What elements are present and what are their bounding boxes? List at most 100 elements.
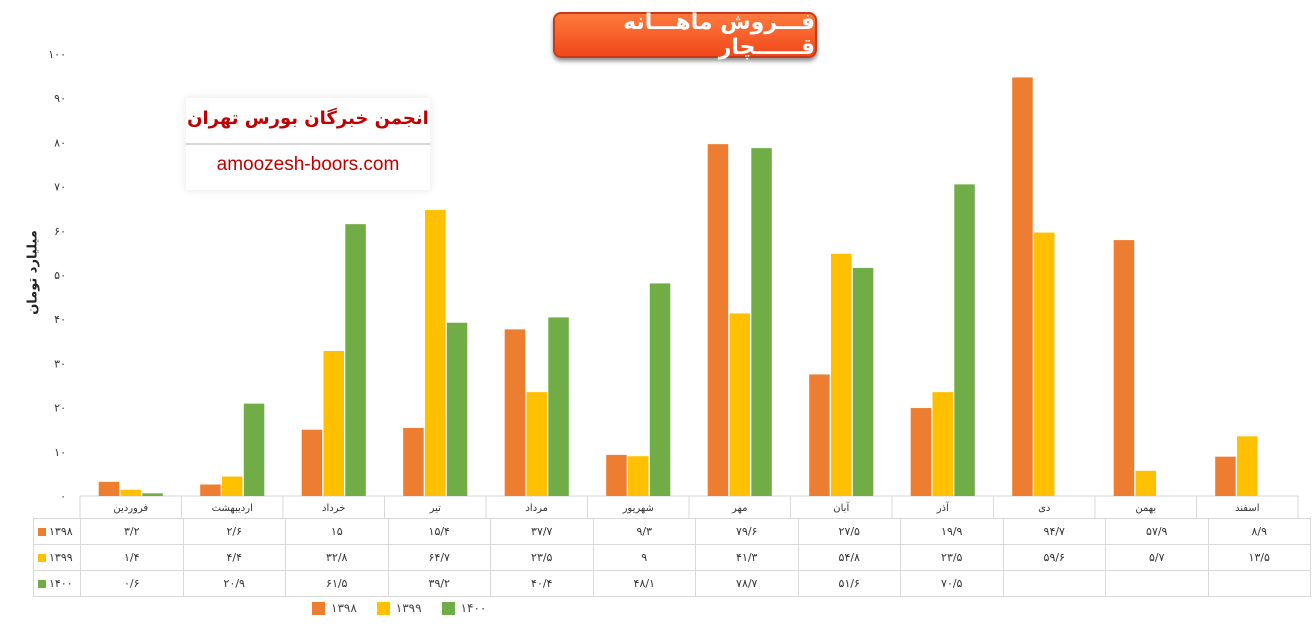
series-swatch	[38, 528, 46, 536]
table-cell: ۵۷/۹	[1105, 518, 1209, 545]
category-label: بهمن	[1135, 503, 1156, 514]
y-tick-label: ۵۰	[54, 269, 66, 282]
table-cell: ۳۷/۷	[490, 518, 594, 545]
y-tick-label: ۱۰۰	[48, 48, 66, 61]
bar	[403, 427, 424, 496]
legend-swatch	[376, 601, 390, 615]
table-cell: ۶۱/۵	[285, 570, 389, 597]
table-cell: ۹	[592, 544, 696, 571]
table-cell: ۷۹/۶	[695, 518, 799, 545]
bar	[243, 403, 265, 496]
bar	[751, 148, 772, 496]
series-name: ۱۴۰۰	[49, 577, 73, 590]
chart-title-badge: فـــروش ماهـــانه قــــــچار	[553, 10, 817, 60]
category-label: خرداد	[322, 503, 345, 514]
table-cell: ۹/۳	[592, 518, 696, 545]
bar	[707, 144, 729, 496]
bar	[649, 283, 671, 496]
table-cell: ۲/۶	[182, 518, 286, 545]
legend-label: ۱۴۰۰	[460, 601, 487, 615]
bar	[425, 210, 446, 496]
legend-label: ۱۳۹۸	[331, 601, 357, 615]
bar	[1012, 77, 1033, 497]
bar	[628, 456, 649, 496]
table-cell: ۲۳/۵	[490, 544, 594, 571]
bar	[831, 253, 852, 496]
table-cell: ۵/۷	[1105, 544, 1209, 571]
table-cell: ۲۰/۹	[182, 570, 286, 597]
y-tick-label: ۴۰	[54, 313, 66, 326]
table-cell	[1002, 570, 1106, 597]
table-cell: ۴۱/۳	[695, 544, 799, 571]
legend-label: ۱۳۹۹	[395, 601, 422, 615]
table-cell: ۲۳/۵	[900, 544, 1004, 571]
table-cell: ۱۹/۹	[900, 518, 1004, 545]
table-cell: ۱/۴	[80, 544, 184, 571]
table-row-header: ۱۳۹۸	[33, 518, 81, 545]
bar	[1135, 470, 1156, 496]
category-label: اردیبهشت	[212, 503, 253, 514]
table-row: ۱۳۹۹ ۱/۴ ۴/۴ ۳۲/۸ ۶۴/۷ ۲۳/۵ ۹ ۴۱/۳ ۵۴/۸ ۲۳/۵ ۵۹/۶ ۵…	[33, 544, 1311, 571]
bar	[729, 313, 750, 496]
category-label: اسفند	[1235, 503, 1259, 514]
table-cell	[1207, 570, 1311, 597]
table-cell: ۷۸/۷	[695, 570, 799, 597]
table-cell: ۶۴/۷	[387, 544, 491, 571]
category-label: دی	[1038, 503, 1050, 514]
series-swatch	[38, 580, 46, 588]
bar	[1034, 232, 1055, 496]
table-row: ۱۴۰۰ ۰/۶ ۲۰/۹ ۶۱/۵ ۳۹/۲ ۴۰/۴ ۴۸/۱ ۷۸/۷ ۵۱/۶ ۷۰/۵	[33, 570, 1311, 597]
table-cell: ۵۹/۶	[1002, 544, 1106, 571]
series-swatch	[38, 554, 46, 562]
legend-swatch	[441, 601, 455, 615]
table-cell	[1105, 570, 1209, 597]
bar	[323, 351, 344, 496]
category-label: فروردین	[113, 503, 148, 514]
table-cell: ۹۴/۷	[1002, 518, 1106, 545]
table-cell: ۸/۹	[1207, 518, 1311, 545]
bar	[548, 317, 569, 496]
y-tick-label: ۶۰	[54, 225, 66, 238]
bar	[1215, 456, 1236, 496]
legend-swatch	[312, 601, 325, 615]
bar	[606, 454, 627, 496]
bar	[910, 408, 932, 496]
series-name: ۱۳۹۸	[49, 525, 73, 538]
bar	[142, 493, 163, 496]
y-tick-label: ۸۰	[54, 136, 66, 149]
bar-chart: ۰ ۱۰ ۲۰ ۳۰ ۴۰ ۵۰ ۶۰ ۷۰ ۸۰ ۹۰ ۱۰۰ فروردین اردیبهشت خرد…	[48, 48, 1299, 518]
table-cell: ۰/۶	[80, 570, 184, 597]
bar	[504, 329, 526, 496]
category-label: شهریور	[622, 503, 654, 514]
table-cell: ۴۸/۱	[592, 570, 696, 597]
bar	[222, 476, 243, 496]
logo-divider	[186, 143, 430, 145]
bar	[526, 392, 547, 496]
table-cell: ۳/۲	[80, 518, 184, 545]
legend: ۱۳۹۸ ۱۳۹۹ ۱۴۰۰	[312, 601, 506, 615]
category-label: مرداد	[525, 503, 548, 514]
table-row: ۱۳۹۸ ۳/۲ ۲/۶ ۱۵ ۱۵/۴ ۳۷/۷ ۹/۳ ۷۹/۶ ۲۷/۵ ۱۹/۹ ۹۴/۷ ۵…	[33, 518, 1311, 545]
category-label: مهر	[731, 503, 747, 514]
bar	[345, 224, 366, 497]
logo-url: amoozesh-boors.com	[216, 154, 400, 175]
bar	[852, 267, 874, 496]
table-cell: ۱۵/۴	[387, 518, 491, 545]
bar	[120, 489, 141, 496]
bar	[1113, 240, 1135, 496]
table-cell: ۱۵	[285, 518, 389, 545]
table-row-header: ۱۴۰۰	[33, 570, 81, 597]
table-row-header: ۱۳۹۹	[33, 544, 81, 571]
table-cell: ۱۳/۵	[1207, 544, 1311, 571]
bar	[954, 184, 975, 496]
table-cell: ۷۰/۵	[900, 570, 1004, 597]
y-tick-label: ۱۰	[54, 446, 66, 459]
category-label: آذر	[936, 501, 950, 514]
bar	[809, 374, 830, 496]
y-tick-label: ۰	[60, 490, 66, 503]
watermark-logo: انجمن خبرگان بورس تهران amoozesh-boors.c…	[186, 98, 430, 190]
bar	[200, 484, 221, 496]
data-table: ۱۳۹۸ ۳/۲ ۲/۶ ۱۵ ۱۵/۴ ۳۷/۷ ۹/۳ ۷۹/۶ ۲۷/۵ ۱۹/۹ ۹۴/۷ ۵…	[33, 518, 1311, 597]
y-tick-label: ۲۰	[54, 402, 66, 415]
category-label: تیر	[429, 503, 442, 514]
